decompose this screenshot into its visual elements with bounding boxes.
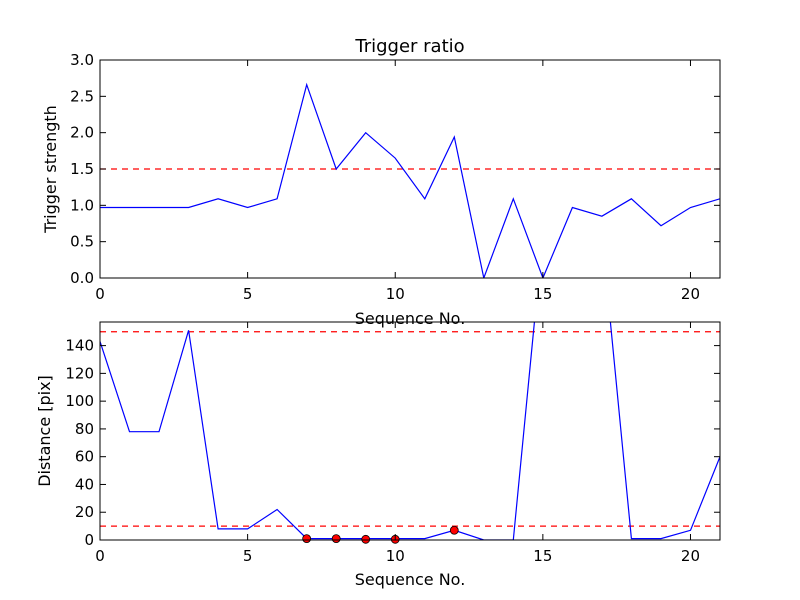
top-chart: Trigger ratio 0 5 10 15 20 0.0 0.5 1.0 1.5 2.0 2.… xyxy=(41,36,721,328)
top-y-tick-label: 1.0 xyxy=(70,196,94,214)
bottom-plot-area xyxy=(100,322,720,544)
top-x-tick-label: 20 xyxy=(681,285,700,303)
top-y-tick-label: 2.0 xyxy=(70,124,94,142)
top-x-tick-label: 5 xyxy=(243,285,253,303)
top-y-tick-label: 0.5 xyxy=(70,233,94,251)
bottom-x-tick-label: 5 xyxy=(243,547,253,565)
bottom-data-marker xyxy=(361,534,371,544)
top-x-tick-label: 15 xyxy=(533,285,552,303)
bottom-series-line xyxy=(100,322,720,540)
bottom-x-tick-label: 20 xyxy=(681,547,700,565)
top-y-tick-label: 1.5 xyxy=(70,160,94,178)
bottom-y-tick-label: 0 xyxy=(84,531,94,549)
top-y-tick-label: 3.0 xyxy=(70,51,94,69)
top-y-axis-label: Trigger strength xyxy=(41,105,60,234)
top-y-tick-label: 0.0 xyxy=(70,269,94,287)
bottom-x-ticks: 0 5 10 15 20 xyxy=(95,322,700,565)
top-series-line xyxy=(100,82,720,278)
bottom-x-tick-label: 0 xyxy=(95,547,105,565)
top-x-axis-label: Sequence No. xyxy=(355,309,466,328)
bottom-y-ticks: 0 20 40 60 80 100 120 140 xyxy=(65,337,720,549)
bottom-x-axis-label: Sequence No. xyxy=(355,570,466,589)
bottom-y-tick-label: 20 xyxy=(75,503,94,521)
bottom-y-tick-label: 140 xyxy=(65,337,94,355)
bottom-y-tick-label: 100 xyxy=(65,392,94,410)
bottom-y-tick-label: 60 xyxy=(75,448,94,466)
bottom-data-marker xyxy=(302,534,312,544)
top-x-tick-label: 10 xyxy=(386,285,405,303)
top-chart-title: Trigger ratio xyxy=(354,36,464,57)
bottom-x-tick-label: 10 xyxy=(386,547,405,565)
bottom-data-marker xyxy=(331,534,341,544)
top-x-ticks: 0 5 10 15 20 xyxy=(95,60,700,303)
bottom-chart: 0 5 10 15 20 0 20 40 60 80 100 120 140 Sequence No.… xyxy=(35,321,721,589)
bottom-y-tick-label: 120 xyxy=(65,364,94,382)
bottom-axes-frame xyxy=(99,321,721,541)
top-y-ticks: 0.0 0.5 1.0 1.5 2.0 2.5 3.0 xyxy=(70,51,720,287)
top-plot-area xyxy=(100,82,720,278)
top-x-tick-label: 0 xyxy=(95,285,105,303)
bottom-x-tick-label: 15 xyxy=(533,547,552,565)
bottom-y-axis-label: Distance [pix] xyxy=(35,375,54,487)
bottom-y-tick-label: 80 xyxy=(75,420,94,438)
top-y-tick-label: 2.5 xyxy=(70,87,94,105)
bottom-data-marker xyxy=(449,525,459,535)
bottom-y-tick-label: 40 xyxy=(75,475,94,493)
